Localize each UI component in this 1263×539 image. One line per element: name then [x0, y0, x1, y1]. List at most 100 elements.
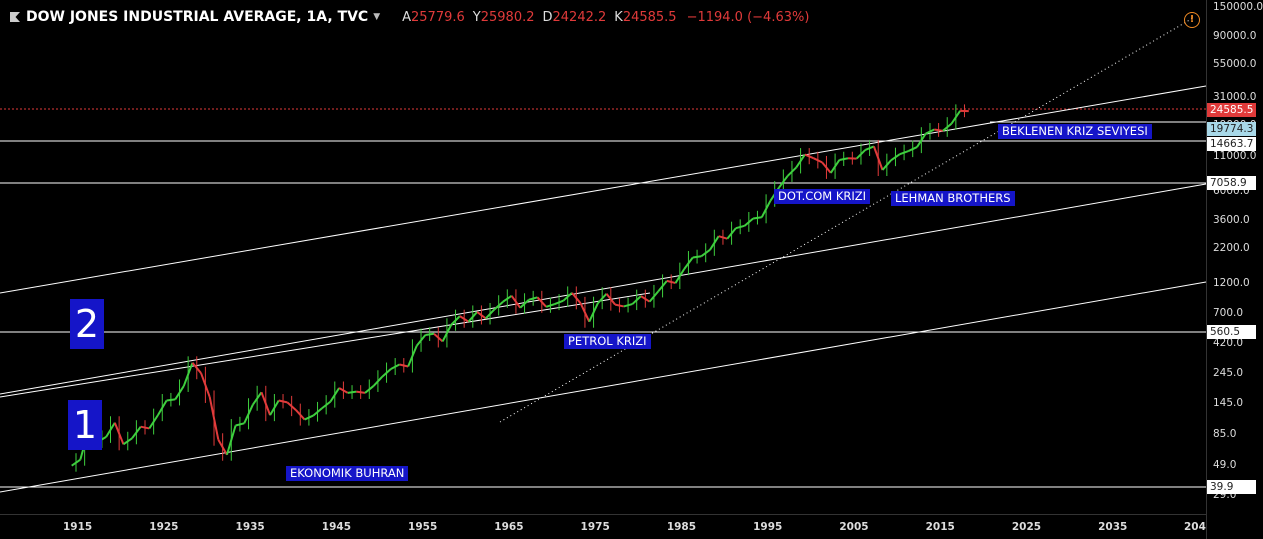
lower-channel-line [0, 281, 1207, 493]
price-segment [795, 154, 806, 168]
price-segment [191, 362, 202, 374]
close-key: K [614, 9, 623, 25]
price-segment [459, 315, 470, 323]
alert-icon[interactable]: ! [1184, 12, 1200, 28]
y-tick-label: 55000.0 [1213, 58, 1257, 71]
zone-label-1[interactable]: 1 [68, 400, 102, 450]
price-segment [640, 295, 651, 303]
price-segment [804, 153, 814, 160]
price-segment [855, 149, 866, 160]
price-segment [372, 376, 383, 387]
price-segment [304, 414, 314, 421]
y-tick-label: 85.0 [1213, 427, 1237, 440]
price-segment [71, 458, 81, 467]
x-tick-label: 1985 [666, 521, 697, 533]
y-tick-label: 90000.0 [1213, 30, 1257, 43]
price-segment [536, 296, 547, 308]
price-segment [692, 255, 702, 259]
price-segment [174, 385, 185, 400]
last-price-label: 24585.5 [1207, 103, 1256, 117]
x-tick-label: 204 [1184, 521, 1206, 533]
price-segment [329, 387, 340, 403]
price-segment [390, 363, 400, 370]
price-segment [899, 150, 909, 156]
price-segment [502, 295, 513, 303]
x-tick-label: 2005 [839, 521, 869, 533]
x-tick-label: 1945 [321, 521, 352, 533]
symbol-title[interactable]: DOW JONES INDUSTRIAL AVERAGE, 1A, TVC [26, 9, 369, 25]
price-segment [243, 404, 254, 424]
price-segment [200, 372, 211, 398]
x-tick-label: 2025 [1011, 521, 1042, 533]
zone-label-2[interactable]: 2 [70, 299, 104, 349]
price-segment [605, 293, 616, 306]
price-segment [743, 217, 754, 227]
annotation-lehman-brothers[interactable]: LEHMAN BROTHERS [891, 191, 1015, 206]
price-segment [441, 324, 453, 342]
x-tick-label: 1995 [753, 521, 783, 533]
price-segment [208, 396, 220, 440]
price-segment [356, 390, 366, 394]
high-key: Y [472, 9, 481, 25]
price-segment [864, 145, 875, 151]
price-segment [425, 332, 435, 336]
annotation-ekonomik-buhran[interactable]: EKONOMIK BUHRAN [286, 466, 409, 481]
price-segment [934, 128, 944, 132]
price-segment [657, 280, 668, 293]
chart-header: DOW JONES INDUSTRIAL AVERAGE, 1A, TVC ▼ … [0, 0, 809, 34]
price-segment [140, 425, 150, 430]
price-segment [286, 401, 297, 411]
chevron-down-icon[interactable]: ▼ [373, 12, 381, 22]
price-segment [295, 409, 306, 421]
price-segment [881, 159, 892, 171]
x-tick-label: 1935 [235, 521, 265, 533]
price-segment [528, 296, 538, 301]
price-segment [735, 224, 745, 230]
price-segment [916, 133, 927, 148]
price-segment [829, 159, 841, 174]
y-tick-label: 3600.0 [1213, 213, 1250, 226]
price-segment [648, 290, 660, 303]
price-segment [872, 146, 884, 171]
price-segment [700, 249, 711, 258]
y-tick-label: 245.0 [1213, 367, 1244, 380]
price-segment [131, 426, 142, 439]
high-value: 25980.2 [480, 9, 535, 25]
price-segment [321, 400, 332, 410]
y-tick-label: 1200.0 [1213, 276, 1250, 289]
annotation-beklenen-kriz[interactable]: BEKLENEN KRIZ SEVIYESI [998, 124, 1152, 139]
price-segment [105, 422, 116, 438]
annotation-petrol-krizi[interactable]: PETROL KRIZI [564, 334, 651, 349]
price-segment [399, 363, 409, 368]
price-segment [786, 166, 797, 177]
price-segment [381, 368, 392, 378]
price-segment [571, 292, 582, 304]
price-segment [467, 311, 478, 323]
annotation-dotcom-krizi[interactable]: DOT.COM KRIZI [774, 189, 871, 204]
price-segment [235, 422, 245, 427]
open-value: 25779.6 [411, 9, 465, 25]
price-segment [614, 303, 624, 308]
price-segment [226, 425, 237, 455]
price-label-560: 560.5 [1207, 325, 1256, 339]
x-tick-label: 1925 [149, 521, 179, 533]
price-segment [554, 299, 564, 305]
x-tick-label: 1955 [408, 521, 438, 533]
price-segment [269, 399, 280, 416]
price-segment [666, 279, 676, 285]
price-segment [260, 391, 272, 416]
price-segment [485, 308, 496, 320]
low-key: D [542, 9, 553, 25]
y-tick-label: 31000.0 [1213, 90, 1257, 103]
price-segment [347, 390, 357, 394]
change-value: −1194.0 (−4.63%) [686, 9, 810, 25]
price-segment [925, 128, 935, 135]
price-segment [338, 387, 349, 394]
price-segment [579, 302, 591, 323]
price-segment [726, 227, 737, 240]
price-segment [753, 216, 762, 220]
price-segment [182, 362, 194, 387]
y-tick-label: 11000.0 [1213, 150, 1257, 163]
flag-icon [8, 10, 22, 24]
